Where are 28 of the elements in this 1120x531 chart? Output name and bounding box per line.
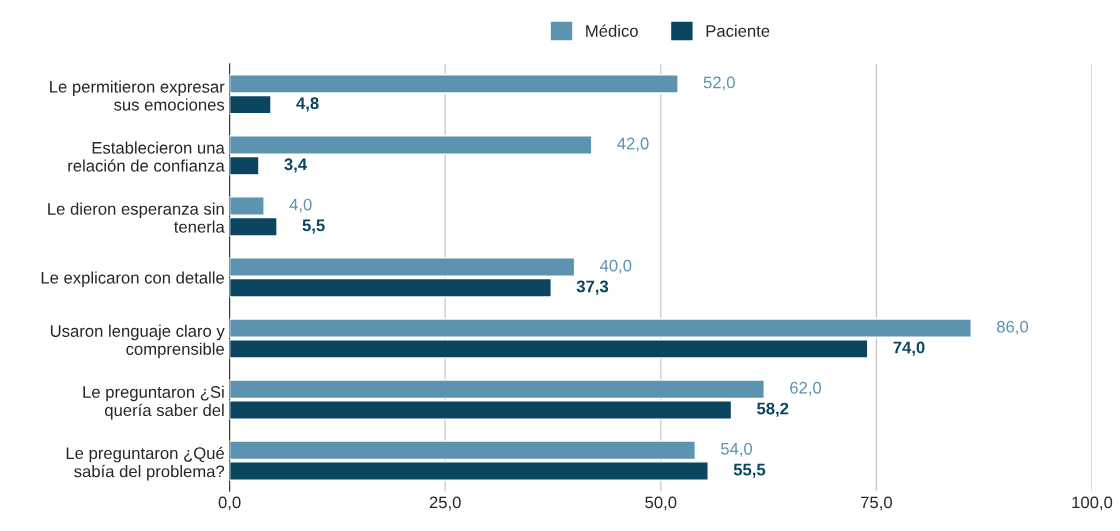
y-tick-label: Le preguntaron ¿Si quería saber del — [83, 385, 224, 420]
data-label: 52,0 — [703, 76, 735, 91]
y-tick-label: Le permitieron expresar sus emociones — [50, 80, 225, 111]
y-tick-label: Le preguntaron ¿Qué sabía del problema? — [66, 446, 225, 481]
x-tick-label: 100,0 — [1072, 496, 1113, 511]
legend-label: Médico — [586, 24, 638, 37]
x-tick-label: 75,0 — [861, 496, 892, 511]
data-label: 4,0 — [289, 198, 312, 213]
data-label: 3,4 — [284, 158, 307, 173]
x-tick-label: 50,0 — [645, 496, 677, 511]
x-tick-label: 0,0 — [218, 496, 241, 511]
y-tick-label: Establecieron una relación de confianza — [68, 141, 225, 172]
x-tick-label: 25,0 — [429, 496, 461, 511]
data-label: 86,0 — [996, 320, 1029, 335]
data-label: 55,5 — [733, 463, 766, 478]
data-label: 4,8 — [296, 97, 319, 112]
data-label: 5,5 — [302, 219, 325, 234]
y-tick-label: Le explicaron con detalle — [41, 271, 225, 287]
legend-label: Paciente — [706, 24, 770, 37]
data-label: 62,0 — [790, 381, 822, 396]
data-label: 37,3 — [576, 280, 609, 295]
data-label: 74,0 — [893, 341, 925, 356]
data-label: 58,2 — [757, 402, 789, 417]
data-label: 40,0 — [599, 259, 632, 274]
data-label: 54,0 — [720, 442, 753, 457]
data-label: 42,0 — [617, 137, 649, 152]
y-tick-label: Le dieron esperanza sin tenerla — [48, 202, 225, 233]
y-tick-label: Usaron lenguaje claro y comprensible — [50, 324, 225, 359]
